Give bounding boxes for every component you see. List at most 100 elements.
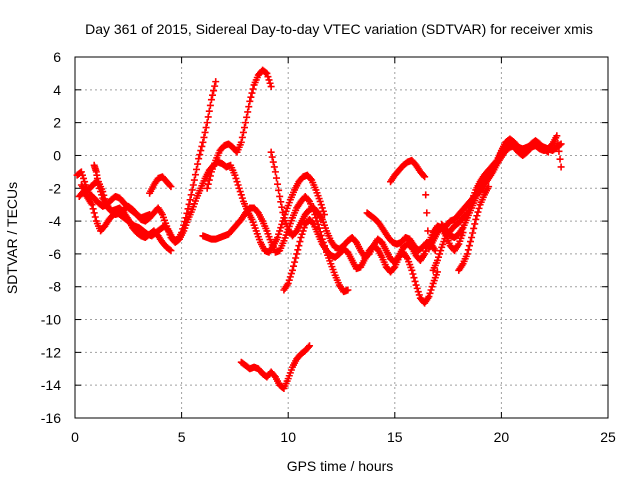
- data-point: [239, 128, 247, 136]
- data-point: [276, 227, 284, 235]
- data-point: [271, 168, 279, 176]
- x-tick-label: 25: [600, 429, 616, 445]
- data-point: [319, 207, 327, 215]
- data-point: [195, 155, 203, 163]
- y-tick-label: 2: [53, 115, 61, 131]
- x-tick-label: 15: [387, 429, 403, 445]
- data-point: [235, 184, 243, 192]
- data-point: [436, 250, 444, 258]
- data-point: [414, 288, 422, 296]
- data-point: [428, 283, 436, 291]
- data-point: [292, 254, 300, 262]
- data-point: [299, 227, 307, 235]
- plot-border: [74, 56, 609, 419]
- data-point: [390, 264, 398, 272]
- series-arc8: [237, 342, 314, 392]
- data-point: [232, 174, 240, 182]
- data-point: [466, 238, 474, 246]
- data-point: [242, 119, 250, 127]
- data-point: [233, 178, 241, 186]
- data-point: [199, 138, 207, 146]
- y-tick-label: -16: [41, 410, 61, 426]
- data-point: [212, 78, 220, 86]
- data-point: [204, 180, 212, 188]
- data-point: [318, 204, 326, 212]
- data-point: [203, 184, 211, 192]
- data-point: [186, 196, 194, 204]
- data-point: [80, 174, 88, 182]
- x-tick-label: 0: [71, 429, 79, 445]
- data-point: [188, 186, 196, 194]
- data-point: [198, 142, 206, 150]
- series-arc6: [199, 192, 352, 296]
- data-point: [249, 85, 257, 93]
- y-axis-label: SDTVAR / TECUs: [4, 182, 20, 294]
- data-point: [425, 293, 433, 301]
- data-point: [210, 87, 218, 95]
- y-tick-label: -6: [49, 246, 62, 262]
- chart-title: Day 361 of 2015, Sidereal Day-to-day VTE…: [85, 21, 593, 37]
- data-point: [464, 246, 472, 254]
- data-point: [287, 270, 295, 278]
- series-arc15: [455, 183, 493, 274]
- data-point: [269, 158, 277, 166]
- data-point: [244, 108, 252, 116]
- data-point: [98, 191, 106, 199]
- data-point: [211, 82, 219, 90]
- data-point: [412, 281, 420, 289]
- data-point: [190, 176, 198, 184]
- data-point: [197, 147, 205, 155]
- data-point: [423, 209, 431, 217]
- data-point: [238, 194, 246, 202]
- data-point: [205, 176, 213, 184]
- data-point: [300, 224, 308, 232]
- data-point: [231, 171, 239, 179]
- data-point: [288, 266, 296, 274]
- data-point: [166, 246, 174, 254]
- data-point: [96, 184, 104, 192]
- data-point: [206, 172, 214, 180]
- data-point: [78, 171, 86, 179]
- data-point: [246, 97, 254, 105]
- data-point: [309, 219, 317, 227]
- data-point: [234, 181, 242, 189]
- data-point: [184, 205, 192, 213]
- data-points: [73, 66, 565, 392]
- data-point: [181, 218, 189, 226]
- data-point: [265, 76, 273, 84]
- data-point: [272, 174, 280, 182]
- data-point: [474, 208, 482, 216]
- series-arc13: [429, 135, 552, 274]
- grid-lines: [75, 57, 608, 418]
- x-axis-label: GPS time / hours: [287, 458, 394, 474]
- data-point: [97, 188, 105, 196]
- data-point: [236, 188, 244, 196]
- series-arc14: [438, 132, 565, 241]
- data-point: [409, 270, 417, 278]
- data-point: [270, 163, 278, 171]
- y-tick-label: -10: [41, 312, 61, 328]
- data-point: [268, 153, 276, 161]
- data-point: [203, 119, 211, 127]
- series-arc1: [73, 158, 328, 256]
- y-tick-label: 6: [53, 49, 61, 65]
- data-point: [468, 234, 476, 241]
- data-point: [469, 229, 477, 237]
- data-point: [237, 191, 245, 199]
- data-point: [275, 230, 283, 238]
- data-point: [465, 242, 473, 250]
- data-point: [298, 230, 306, 238]
- data-point: [304, 196, 312, 204]
- data-point: [307, 175, 315, 183]
- data-point: [182, 214, 190, 222]
- data-point: [209, 91, 217, 99]
- y-tick-label: 4: [53, 82, 61, 98]
- series-arc7: [203, 66, 275, 192]
- data-point: [262, 69, 270, 77]
- data-point: [424, 227, 432, 235]
- data-point: [245, 103, 253, 111]
- data-point: [180, 221, 188, 229]
- data-point: [435, 253, 443, 261]
- data-point: [146, 211, 154, 219]
